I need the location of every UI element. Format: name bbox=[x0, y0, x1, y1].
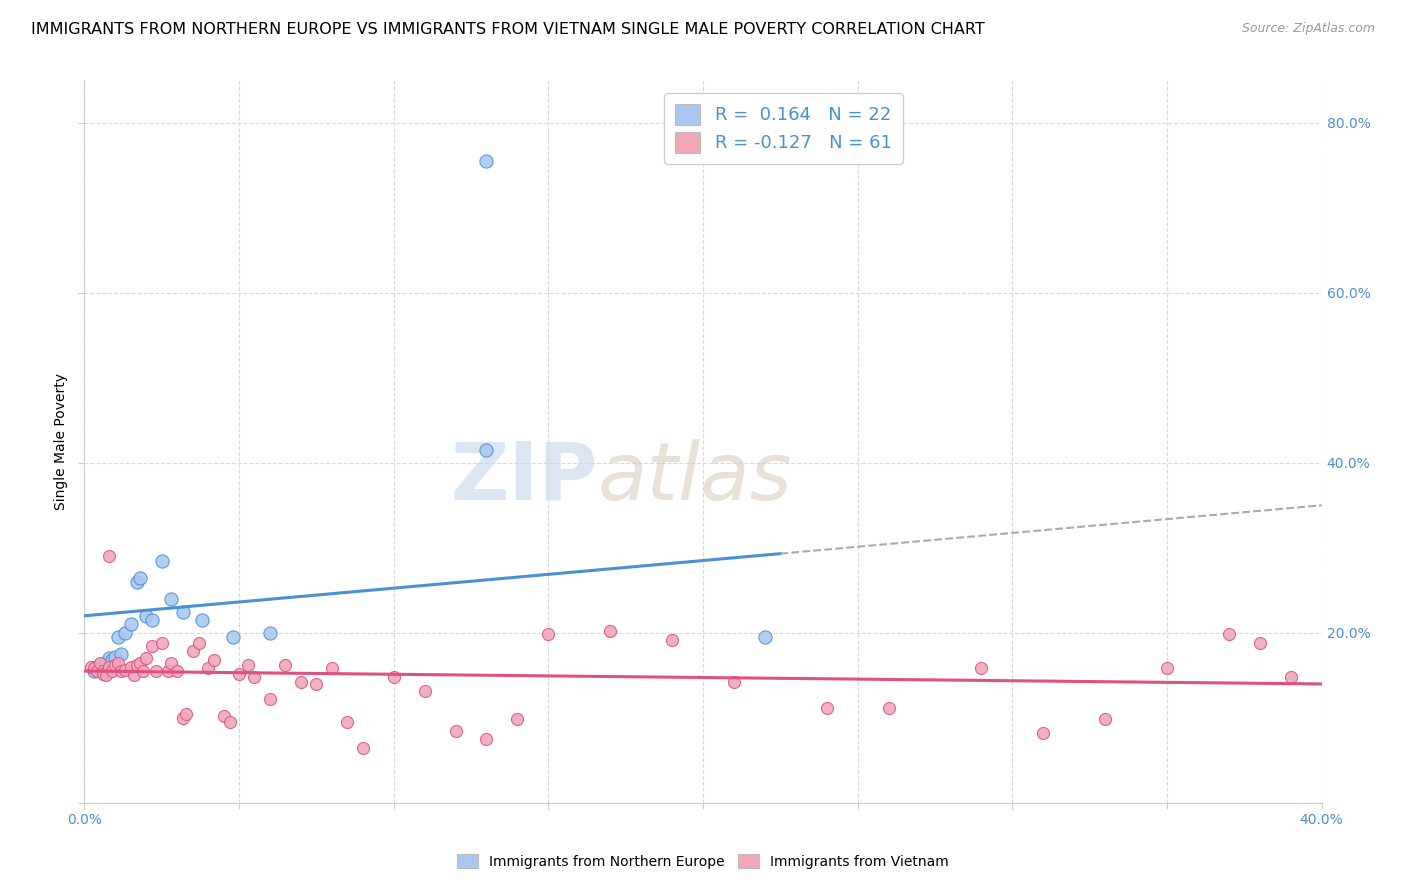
Point bbox=[104, 649, 127, 664]
Point bbox=[305, 677, 328, 691]
Point bbox=[238, 658, 260, 673]
Point bbox=[94, 668, 117, 682]
Point bbox=[228, 666, 250, 681]
Point bbox=[101, 653, 124, 667]
Point bbox=[352, 740, 374, 755]
Point bbox=[160, 656, 183, 670]
Point bbox=[150, 553, 173, 567]
Point bbox=[114, 663, 136, 677]
Point bbox=[135, 608, 157, 623]
Point bbox=[122, 668, 145, 682]
Point bbox=[218, 714, 240, 729]
Point bbox=[970, 661, 993, 675]
Point bbox=[475, 732, 498, 747]
Y-axis label: Single Male Poverty: Single Male Poverty bbox=[53, 373, 67, 510]
Point bbox=[98, 660, 121, 674]
Point bbox=[382, 670, 405, 684]
Point bbox=[156, 664, 179, 678]
Point bbox=[129, 570, 152, 584]
Point bbox=[661, 632, 683, 647]
Text: atlas: atlas bbox=[598, 439, 793, 516]
Point bbox=[98, 549, 121, 564]
Point bbox=[120, 660, 142, 674]
Point bbox=[1032, 726, 1054, 740]
Point bbox=[141, 639, 163, 653]
Text: IMMIGRANTS FROM NORTHERN EUROPE VS IMMIGRANTS FROM VIETNAM SINGLE MALE POVERTY C: IMMIGRANTS FROM NORTHERN EUROPE VS IMMIG… bbox=[31, 22, 984, 37]
Point bbox=[150, 636, 173, 650]
Point bbox=[191, 613, 214, 627]
Point bbox=[475, 443, 498, 458]
Point bbox=[132, 664, 155, 678]
Point bbox=[290, 675, 312, 690]
Point bbox=[166, 664, 188, 678]
Point bbox=[877, 700, 900, 714]
Point bbox=[91, 664, 114, 678]
Point bbox=[172, 605, 194, 619]
Point bbox=[336, 714, 359, 729]
Point bbox=[222, 630, 245, 644]
Text: ZIP: ZIP bbox=[450, 439, 598, 516]
Point bbox=[1279, 670, 1302, 684]
Point bbox=[754, 630, 776, 644]
Point bbox=[160, 591, 183, 606]
Point bbox=[107, 630, 129, 644]
Point bbox=[89, 656, 111, 670]
Point bbox=[91, 658, 114, 673]
Point bbox=[1218, 627, 1240, 641]
Point bbox=[114, 625, 136, 640]
Point bbox=[129, 656, 152, 670]
Point bbox=[212, 709, 235, 723]
Point bbox=[110, 647, 132, 661]
Point bbox=[537, 627, 560, 641]
Point bbox=[506, 713, 529, 727]
Point bbox=[1156, 661, 1178, 675]
Point bbox=[172, 711, 194, 725]
Point bbox=[187, 636, 209, 650]
Point bbox=[599, 624, 621, 639]
Point bbox=[259, 692, 281, 706]
Point bbox=[101, 664, 124, 678]
Point bbox=[120, 617, 142, 632]
Point bbox=[110, 664, 132, 678]
Point bbox=[104, 658, 127, 673]
Point bbox=[413, 683, 436, 698]
Point bbox=[815, 700, 838, 714]
Point bbox=[259, 625, 281, 640]
Point bbox=[141, 613, 163, 627]
Point bbox=[89, 661, 111, 675]
Point bbox=[83, 661, 105, 675]
Point bbox=[243, 670, 266, 684]
Point bbox=[1094, 713, 1116, 727]
Point bbox=[444, 723, 467, 738]
Point bbox=[125, 574, 148, 589]
Point bbox=[274, 658, 297, 673]
Point bbox=[197, 661, 219, 675]
Point bbox=[107, 656, 129, 670]
Point bbox=[86, 660, 108, 674]
Point bbox=[475, 154, 498, 169]
Point bbox=[176, 706, 198, 721]
Legend: Immigrants from Northern Europe, Immigrants from Vietnam: Immigrants from Northern Europe, Immigra… bbox=[451, 849, 955, 874]
Point bbox=[98, 651, 121, 665]
Point bbox=[321, 661, 343, 675]
Point bbox=[723, 675, 745, 690]
Point bbox=[202, 653, 225, 667]
Point bbox=[1249, 636, 1271, 650]
Point bbox=[135, 651, 157, 665]
Point bbox=[145, 664, 167, 678]
Point bbox=[79, 660, 101, 674]
Text: Source: ZipAtlas.com: Source: ZipAtlas.com bbox=[1241, 22, 1375, 36]
Legend: R =  0.164   N = 22, R = -0.127   N = 61: R = 0.164 N = 22, R = -0.127 N = 61 bbox=[664, 93, 903, 163]
Point bbox=[94, 656, 117, 670]
Point bbox=[125, 658, 148, 673]
Point bbox=[86, 664, 108, 678]
Point bbox=[83, 664, 105, 678]
Point bbox=[91, 666, 114, 681]
Point bbox=[181, 644, 204, 658]
